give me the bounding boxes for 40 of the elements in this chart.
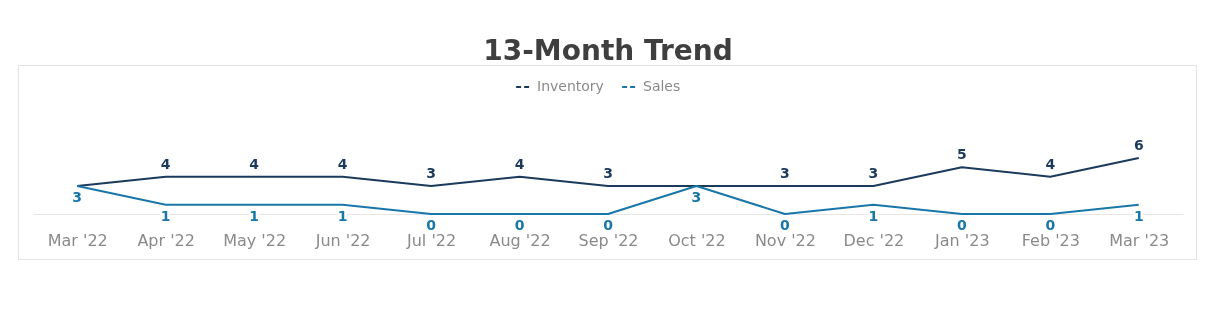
data-label: 1 bbox=[868, 207, 879, 224]
data-label: 5 bbox=[956, 146, 967, 163]
x-tick-label: Oct '22 bbox=[668, 230, 726, 250]
data-label: 6 bbox=[1133, 137, 1144, 153]
data-label: 3 bbox=[691, 189, 702, 205]
data-label: 4 bbox=[249, 155, 260, 172]
legend-label: Sales bbox=[643, 78, 681, 94]
data-label: 3 bbox=[780, 165, 790, 181]
data-label: 0 bbox=[956, 217, 967, 233]
chart-title: 13-Month Trend bbox=[483, 34, 733, 67]
data-label: 3 bbox=[868, 165, 879, 181]
data-label: 3 bbox=[426, 165, 436, 181]
legend-label: Inventory bbox=[537, 78, 604, 94]
x-tick-label: Feb '23 bbox=[1021, 230, 1080, 250]
data-label: 0 bbox=[603, 217, 614, 233]
data-label: 3 bbox=[72, 189, 83, 205]
data-label: 0 bbox=[780, 217, 791, 233]
x-tick-label: Jun '22 bbox=[314, 230, 371, 250]
x-tick-label: May '22 bbox=[223, 230, 287, 250]
x-tick-label: Jan '23 bbox=[934, 230, 990, 250]
data-label: 1 bbox=[337, 207, 348, 224]
data-label: 1 bbox=[249, 207, 260, 224]
x-tick-label: Nov '22 bbox=[754, 230, 816, 250]
data-label: 4 bbox=[160, 155, 171, 172]
x-tick-label: Mar '22 bbox=[47, 230, 108, 250]
data-label: 4 bbox=[514, 155, 525, 172]
x-tick-label: Aug '22 bbox=[489, 230, 551, 250]
data-label: 3 bbox=[603, 165, 613, 181]
data-label: 4 bbox=[1045, 155, 1056, 172]
x-tick-label: Dec '22 bbox=[843, 230, 905, 250]
data-label: 1 bbox=[1133, 207, 1144, 224]
data-label: 1 bbox=[160, 207, 171, 224]
x-tick-label: Sep '22 bbox=[578, 230, 639, 250]
data-label: 4 bbox=[337, 155, 348, 172]
x-tick-label: Jul '22 bbox=[406, 230, 457, 250]
data-label: 0 bbox=[514, 217, 525, 233]
x-tick-label: Mar '23 bbox=[1109, 230, 1170, 250]
data-label: 0 bbox=[426, 217, 437, 233]
x-tick-label: Apr '22 bbox=[137, 230, 195, 250]
data-label: 0 bbox=[1045, 217, 1056, 233]
